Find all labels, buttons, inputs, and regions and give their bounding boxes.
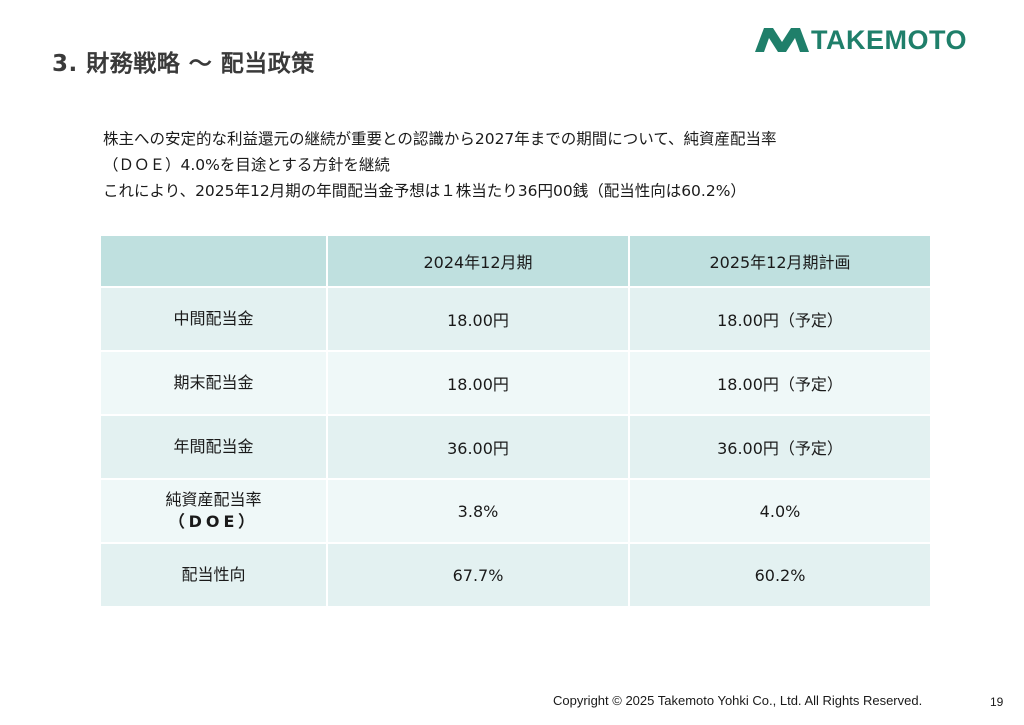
cell-value: 18.00円（予定） [628,350,932,416]
cell-value: 36.00円 [326,414,630,480]
table-row: 中間配当金 18.00円 18.00円（予定） [99,286,932,352]
company-logo: TAKEMOTO [755,26,967,54]
table-row: 配当性向 67.7% 60.2% [99,542,932,608]
table-row: 年間配当金 36.00円 36.00円（予定） [99,414,932,480]
page-title: 3. 財務戦略 ～ 配当政策 [52,51,315,77]
cell-value: 18.00円 [326,350,630,416]
header-cell-blank [99,234,328,288]
dividend-table: 2024年12月期 2025年12月期計画 中間配当金 18.00円 18.00… [99,234,932,608]
header-cell-fy2025-plan: 2025年12月期計画 [628,234,932,288]
row-label-main: 純資産配当率 [165,490,262,509]
cell-value: 67.7% [326,542,630,608]
row-label: 純資産配当率 （DOE） [99,478,328,544]
row-label: 配当性向 [99,542,328,608]
row-label-main: 配当性向 [181,565,246,584]
cell-value: 36.00円（予定） [628,414,932,480]
page-number: 19 [990,695,1004,709]
row-label-main: 期末配当金 [173,373,254,392]
logo-text: TAKEMOTO [811,25,967,55]
table-row: 純資産配当率 （DOE） 3.8% 4.0% [99,478,932,544]
cell-value: 18.00円（予定） [628,286,932,352]
takemoto-mark-icon [755,28,809,52]
cell-value: 60.2% [628,542,932,608]
table-header-row: 2024年12月期 2025年12月期計画 [99,234,932,288]
cell-value: 18.00円 [326,286,630,352]
cell-value: 4.0% [628,478,932,544]
row-label: 年間配当金 [99,414,328,480]
table-row: 期末配当金 18.00円 18.00円（予定） [99,350,932,416]
row-label-sub: （DOE） [168,512,259,531]
intro-text: 株主への安定的な利益還元の継続が重要との認識から2027年までの期間について、純… [103,126,943,204]
row-label: 期末配当金 [99,350,328,416]
header-cell-fy2024: 2024年12月期 [326,234,630,288]
intro-line: （ＤＯＥ）4.0%を目途とする方針を継続 [103,156,390,174]
intro-line: 株主への安定的な利益還元の継続が重要との認識から2027年までの期間について、純… [103,130,777,148]
row-label: 中間配当金 [99,286,328,352]
cell-value: 3.8% [326,478,630,544]
row-label-main: 中間配当金 [173,309,254,328]
intro-line: これにより、2025年12月期の年間配当金予想は１株当たり36円00銭（配当性向… [103,182,746,200]
copyright-text: Copyright © 2025 Takemoto Yohki Co., Ltd… [553,693,923,708]
row-label-main: 年間配当金 [173,437,254,456]
